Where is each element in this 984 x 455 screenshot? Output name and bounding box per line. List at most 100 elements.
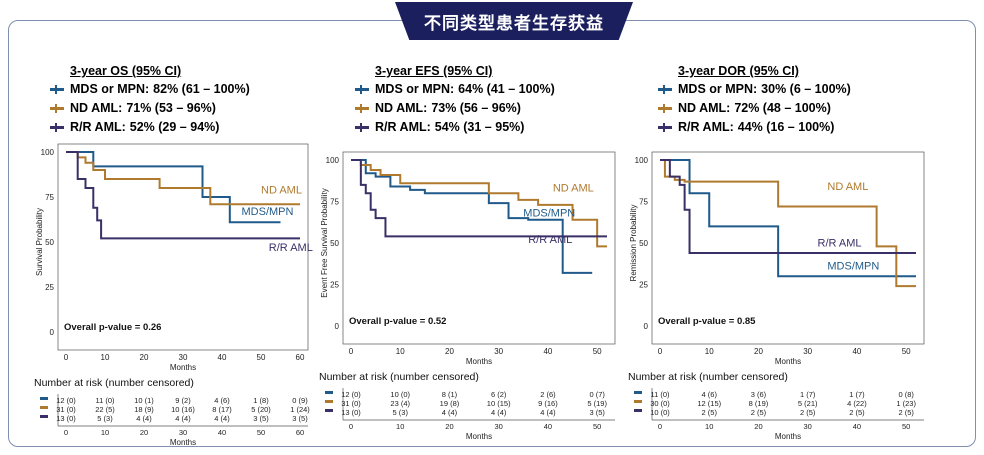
- risk-x-tick: 0: [658, 422, 662, 431]
- risk-cell: 2 (5): [702, 408, 718, 417]
- risk-table-title: Number at risk (number censored): [319, 371, 479, 383]
- x-tick-label: 0: [349, 347, 354, 356]
- y-tick-label: 0: [50, 328, 55, 337]
- stat-label: MDS or MPN:: [678, 82, 758, 96]
- stat-label: MDS or MPN:: [70, 82, 150, 96]
- x-tick-label: 50: [902, 347, 911, 356]
- risk-cell: 10 (1): [134, 396, 154, 405]
- y-tick-label: 50: [639, 239, 648, 248]
- x-tick-label: 30: [494, 347, 503, 356]
- risk-x-label: Months: [775, 432, 801, 441]
- risk-x-tick: 20: [140, 428, 148, 437]
- efs-panel: 3-year EFS (95% CI) MDS or MPN: 64% (41 – …: [319, 64, 635, 441]
- risk-cell: 2 (5): [800, 408, 816, 417]
- risk-x-tick: 40: [218, 428, 226, 437]
- risk-cell: 10 (0): [650, 408, 670, 417]
- p-value: Overall p-value = 0.85: [658, 316, 756, 327]
- x-tick-label: 10: [705, 347, 714, 356]
- risk-row-swatch: [634, 400, 642, 403]
- km-curve-mds: [66, 151, 281, 224]
- stat-value: 73% (56 – 96%): [431, 101, 521, 115]
- risk-cell: 31 (0): [56, 405, 76, 414]
- x-tick-label: 40: [852, 347, 861, 356]
- stat-title: 3-year EFS (95% CI): [375, 64, 493, 78]
- x-tick-label: 50: [593, 347, 602, 356]
- p-value: Overall p-value = 0.52: [349, 316, 446, 327]
- x-tick-label: 0: [64, 353, 69, 362]
- p-value: Overall p-value = 0.26: [64, 322, 161, 333]
- x-tick-label: 50: [257, 353, 266, 362]
- risk-cell: 6 (2): [491, 390, 507, 399]
- risk-cell: 4 (4): [442, 408, 458, 417]
- risk-x-tick: 10: [101, 428, 109, 437]
- risk-cell: 2 (5): [751, 408, 767, 417]
- risk-x-tick: 50: [593, 422, 601, 431]
- stat-label: R/R AML:: [678, 120, 734, 134]
- x-axis-label: Months: [466, 357, 492, 366]
- risk-cell: 2 (6): [540, 390, 556, 399]
- os-panel: 3-year OS (95% CI) MDS or MPN: 82% (61 – 1…: [28, 64, 328, 447]
- stat-row-mds: MDS or MPN: 30% (6 – 100%): [658, 82, 851, 96]
- x-tick-label: 20: [754, 347, 763, 356]
- stat-value: 44% (16 – 100%): [737, 120, 835, 134]
- risk-cell: 3 (5): [589, 408, 605, 417]
- risk-x-tick: 30: [179, 428, 187, 437]
- risk-x-tick: 0: [349, 422, 353, 431]
- risk-x-label: Months: [466, 432, 492, 441]
- legend-swatch: [658, 84, 672, 94]
- risk-cell: 5 (3): [97, 414, 113, 423]
- legend-swatch: [50, 84, 64, 94]
- stat-row-nd: ND AML: 72% (48 – 100%): [658, 101, 831, 115]
- y-tick-label: 25: [639, 281, 648, 290]
- y-tick-label: 25: [330, 281, 339, 290]
- risk-row-swatch: [40, 415, 48, 418]
- risk-cell: 0 (9): [292, 396, 308, 405]
- risk-cell: 13 (0): [341, 408, 361, 417]
- km-curve-nd: [66, 151, 300, 206]
- risk-cell: 4 (22): [847, 399, 867, 408]
- risk-x-tick: 60: [296, 428, 304, 437]
- stat-row-nd: ND AML: 73% (56 – 96%): [355, 101, 521, 115]
- x-tick-label: 20: [445, 347, 454, 356]
- risk-x-tick: 40: [544, 422, 552, 431]
- risk-row-swatch: [40, 406, 48, 409]
- y-tick-label: 75: [45, 193, 54, 202]
- risk-x-tick: 50: [902, 422, 910, 431]
- stat-value: 54% (31 – 95%): [434, 120, 525, 134]
- risk-cell: 1 (7): [800, 390, 816, 399]
- risk-row-swatch: [325, 400, 333, 403]
- risk-cell: 18 (9): [134, 405, 154, 414]
- stat-label: R/R AML:: [375, 120, 431, 134]
- stat-label: R/R AML:: [70, 120, 126, 134]
- y-tick-label: 100: [635, 156, 649, 165]
- risk-x-tick: 20: [445, 422, 453, 431]
- stat-row-mds: MDS or MPN: 64% (41 – 100%): [355, 82, 555, 96]
- x-axis-label: Months: [170, 363, 196, 372]
- curve-label-rr: R/R AML: [269, 242, 313, 254]
- risk-cell: 13 (0): [56, 414, 76, 423]
- risk-cell: 3 (5): [292, 414, 308, 423]
- risk-cell: 10 (0): [390, 390, 410, 399]
- y-axis-label: Event Free Survival Probability: [320, 188, 329, 297]
- legend-swatch: [355, 103, 369, 113]
- risk-cell: 4 (4): [136, 414, 152, 423]
- km-curve-mds: [351, 159, 593, 274]
- risk-row-swatch: [634, 409, 642, 412]
- curve-label-rr: R/R AML: [528, 234, 572, 246]
- legend-swatch: [50, 122, 64, 132]
- x-tick-label: 60: [296, 353, 305, 362]
- x-axis-label: Months: [775, 357, 801, 366]
- risk-cell: 5 (3): [393, 408, 409, 417]
- y-tick-label: 100: [41, 148, 55, 157]
- curve-label-nd: ND AML: [261, 184, 302, 196]
- risk-cell: 5 (19): [587, 399, 607, 408]
- risk-cell: 5 (20): [251, 405, 271, 414]
- stat-row-nd: ND AML: 71% (53 – 96%): [50, 101, 216, 115]
- dor-panel: 3-year DOR (95% CI) MDS or MPN: 30% (6 – 1…: [628, 64, 940, 441]
- risk-table-title: Number at risk (number censored): [34, 377, 194, 389]
- stat-value: 64% (41 – 100%): [458, 82, 555, 96]
- risk-cell: 4 (6): [214, 396, 230, 405]
- risk-cell: 1 (7): [849, 390, 865, 399]
